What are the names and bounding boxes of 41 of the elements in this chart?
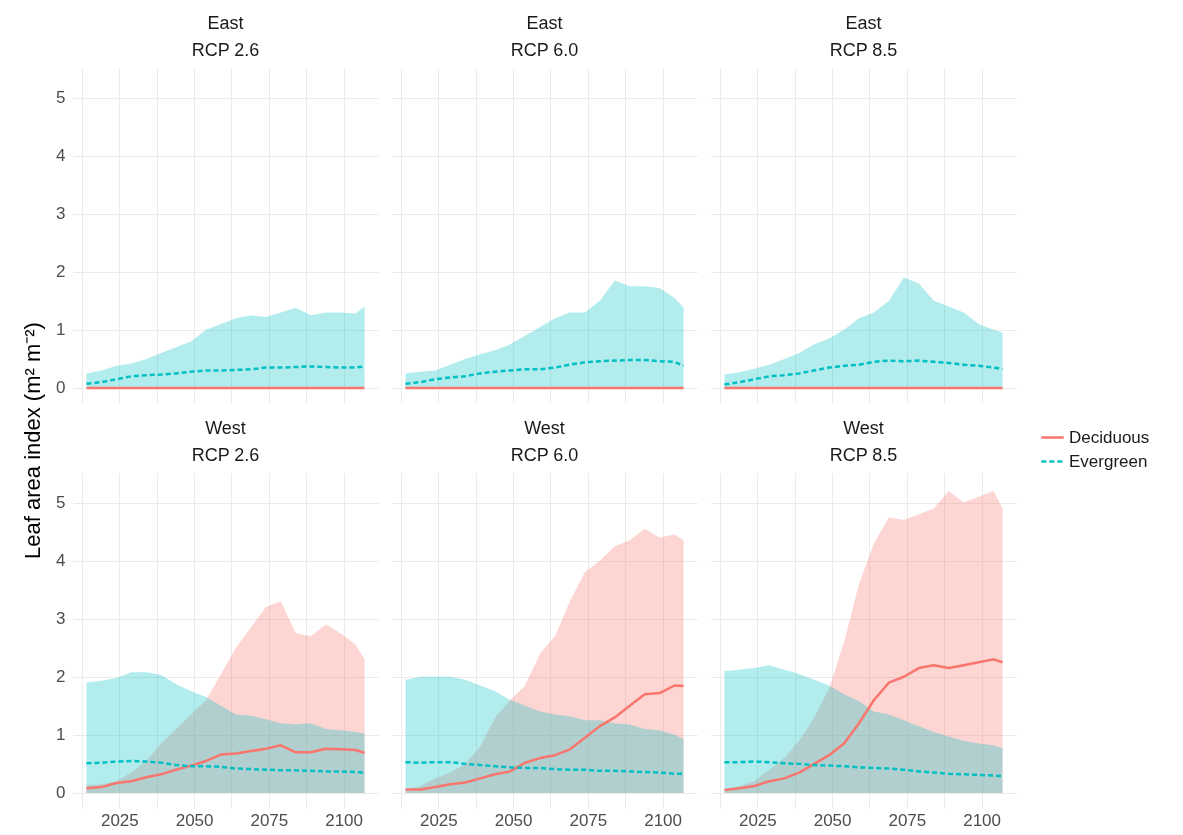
- y-tick-label: 1: [56, 725, 66, 745]
- y-tick-label: 5: [56, 88, 66, 108]
- x-tick-label: 2025: [100, 810, 139, 830]
- y-tick-label: 0: [56, 783, 66, 803]
- x-tick-label: 2100: [963, 810, 1002, 830]
- y-tick-label: 0: [56, 378, 66, 398]
- chart-title: East: [845, 13, 882, 33]
- x-tick-label: 2075: [888, 810, 927, 830]
- chart-subtitle: RCP 8.5: [829, 445, 898, 465]
- line-series: [85, 744, 366, 790]
- y-tick-label: 5: [56, 493, 66, 513]
- y-tick-label: 1: [56, 320, 66, 340]
- chart-title: West: [524, 418, 565, 438]
- legend-label: Evergreen: [1069, 451, 1148, 471]
- chart-title: West: [205, 418, 246, 438]
- chart-subtitle: RCP 8.5: [829, 40, 898, 60]
- y-tick-label: 2: [56, 262, 66, 282]
- chart-subtitle: RCP 6.0: [510, 445, 579, 465]
- x-tick-label: 2050: [175, 810, 214, 830]
- x-tick-label: 2025: [419, 810, 458, 830]
- x-tick-label: 2050: [813, 810, 852, 830]
- y-tick-label: 4: [56, 146, 66, 166]
- chart-subtitle: RCP 2.6: [191, 445, 260, 465]
- chart-title: East: [207, 13, 244, 33]
- x-tick-label: 2025: [738, 810, 777, 830]
- x-tick-label: 2100: [644, 810, 683, 830]
- chart-title: East: [526, 13, 563, 33]
- y-tick-label: 3: [56, 609, 66, 629]
- y-tick-label: 3: [56, 204, 66, 224]
- y-tick-label: 4: [56, 551, 66, 571]
- x-tick-label: 2100: [325, 810, 364, 830]
- legend-label: Deciduous: [1069, 427, 1150, 447]
- chart-subtitle: RCP 6.0: [510, 40, 579, 60]
- x-tick-label: 2050: [494, 810, 533, 830]
- line-series: [85, 759, 366, 774]
- chart-subtitle: RCP 2.6: [191, 40, 260, 60]
- y-tick-label: 2: [56, 667, 66, 687]
- x-tick-label: 2075: [250, 810, 289, 830]
- y-axis-title: Leaf area index (m² m⁻²): [19, 322, 45, 559]
- x-tick-label: 2075: [569, 810, 608, 830]
- chart-title: West: [843, 418, 884, 438]
